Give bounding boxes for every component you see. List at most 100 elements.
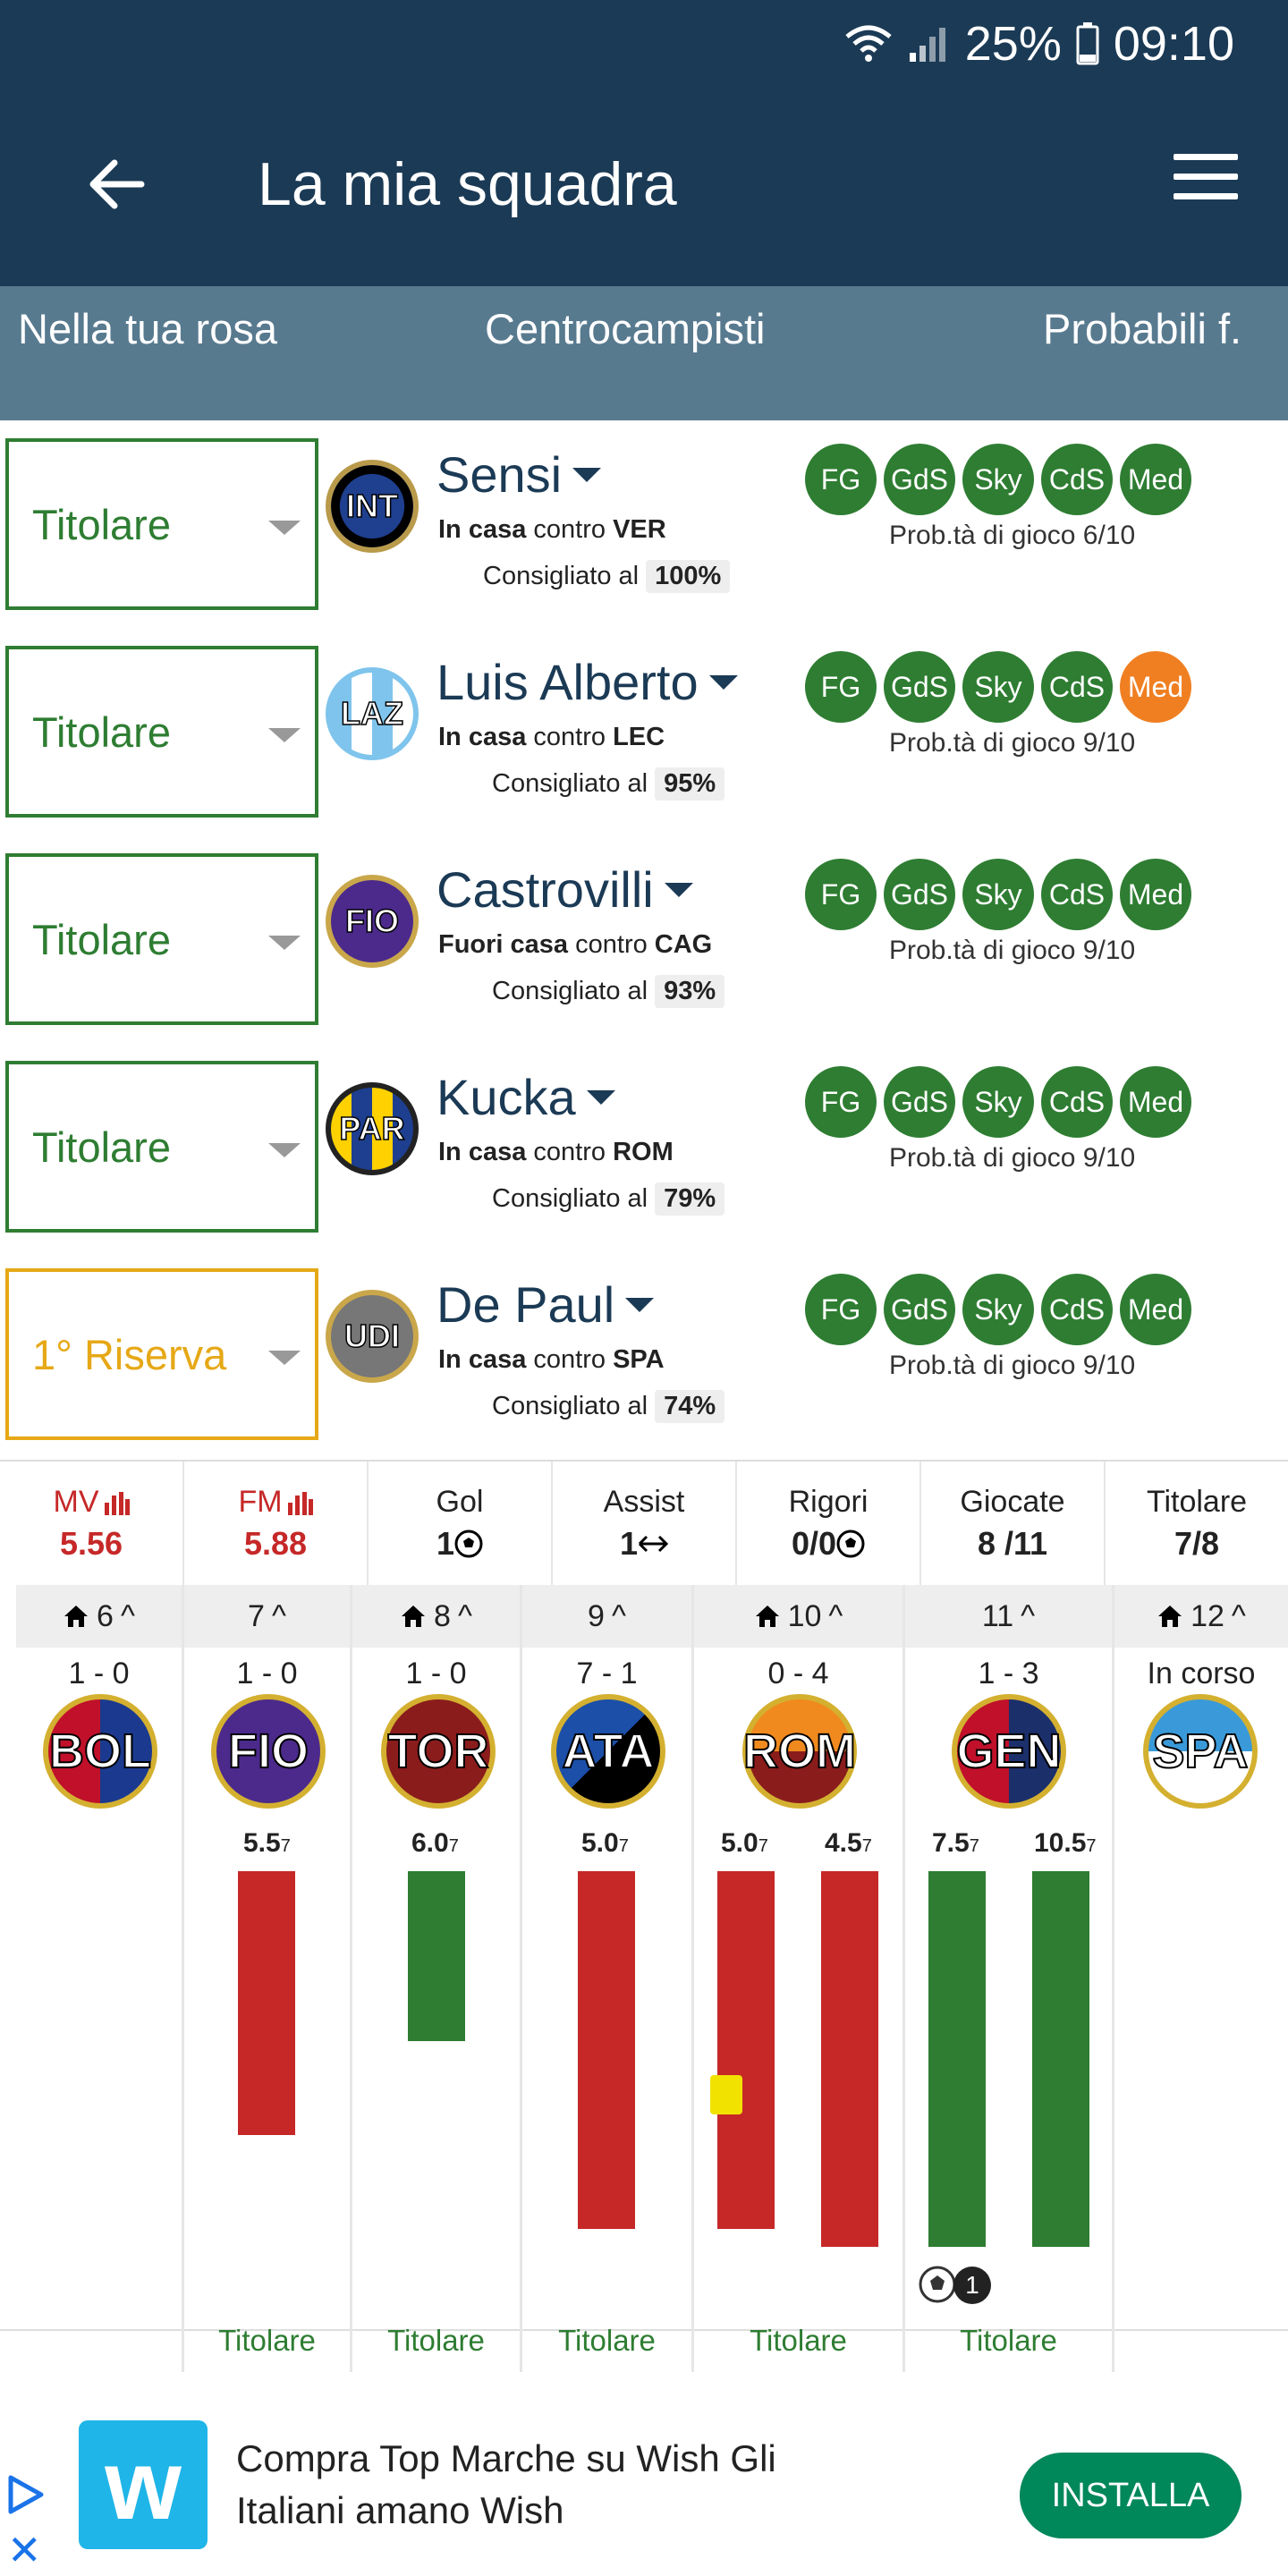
player-row[interactable]: Titolare PAR Kucka In casa contro ROM Co… — [0, 1048, 1288, 1256]
recommendation: Consigliato al 95% — [492, 767, 725, 801]
player-row[interactable]: Titolare LAZ Luis Alberto In casa contro… — [0, 633, 1288, 841]
source-badge[interactable]: FG — [805, 1274, 877, 1345]
match-column[interactable]: 12 ^ In corso SPA — [1114, 1585, 1288, 2372]
match-status: Titolare — [558, 2324, 656, 2357]
player-name[interactable]: De Paul — [436, 1275, 655, 1334]
opponent-logo: ROM — [742, 1694, 857, 1809]
ad-banner[interactable]: ✕ w Compra Top Marche su Wish Gli Italia… — [0, 2415, 1288, 2576]
source-badge[interactable]: Sky — [962, 651, 1034, 723]
chevron-up-icon: ^ — [1021, 1598, 1036, 1633]
close-icon[interactable]: ✕ — [7, 2527, 42, 2573]
match-info: In casa contro VER — [438, 515, 666, 544]
recommendation: Consigliato al 79% — [492, 1182, 725, 1216]
match-score: 1 - 0 — [405, 1657, 467, 1690]
player-row[interactable]: 1° Riserva UDI De Paul In casa contro SP… — [0, 1256, 1288, 1463]
source-badge[interactable]: Med — [1120, 859, 1191, 930]
play-probability: Prob.tà di gioco 9/10 — [889, 936, 1136, 965]
source-badge[interactable]: CdS — [1041, 1274, 1113, 1345]
source-badge[interactable]: Sky — [962, 1274, 1034, 1345]
opponent-logo: SPA — [1143, 1694, 1258, 1809]
vote-bar — [238, 1871, 295, 2135]
matchday-header: 8 ^ — [352, 1585, 520, 1648]
play-probability: Prob.tà di gioco 6/10 — [889, 521, 1136, 550]
role-select[interactable]: 1° Riserva — [5, 1268, 318, 1440]
hamburger-icon — [1174, 154, 1238, 160]
stat-mv[interactable]: MV 5.56 — [0, 1462, 184, 1585]
home-icon — [402, 1606, 426, 1627]
match-column[interactable]: 7 ^ 1 - 0 FIO 5.57 Titolare — [184, 1585, 352, 2372]
dropdown-caret-icon — [664, 882, 693, 897]
source-badge[interactable]: CdS — [1041, 859, 1113, 930]
source-badge[interactable]: Sky — [962, 859, 1034, 930]
app-bar: La mia squadra — [0, 86, 1288, 286]
install-button[interactable]: INSTALLA — [1020, 2453, 1241, 2538]
role-select[interactable]: Titolare — [5, 438, 318, 610]
match-column[interactable]: 9 ^ 7 - 1 ATA 5.07 Titolare — [522, 1585, 694, 2372]
source-badge[interactable]: GdS — [884, 859, 955, 930]
source-badge[interactable]: FG — [805, 651, 877, 723]
match-column[interactable]: 10 ^ 0 - 4 ROM 5.07 4.57 Titolare — [694, 1585, 905, 2372]
home-icon — [1158, 1606, 1182, 1627]
match-info: In casa contro SPA — [438, 1345, 665, 1374]
role-select[interactable]: Titolare — [5, 1061, 318, 1233]
back-button[interactable] — [80, 148, 152, 220]
home-icon — [755, 1606, 779, 1627]
filter-bar: Nella tua rosa Centrocampisti Probabili … — [0, 286, 1288, 420]
match-column[interactable]: 8 ^ 1 - 0 TOR 6.07 Titolare — [352, 1585, 522, 2372]
source-badge[interactable]: GdS — [884, 1274, 955, 1345]
dropdown-caret-icon — [708, 674, 738, 690]
filter-ruolo[interactable]: Centrocampisti — [485, 305, 766, 352]
player-row[interactable]: Titolare INT Sensi In casa contro VER Co… — [0, 426, 1288, 633]
role-select[interactable]: Titolare — [5, 853, 318, 1025]
player-name[interactable]: Sensi — [436, 445, 602, 504]
vote-bar — [408, 1871, 465, 2041]
divider — [0, 2329, 1288, 2331]
menu-button[interactable] — [1174, 154, 1238, 208]
dropdown-caret-icon — [268, 1351, 301, 1365]
source-badge[interactable]: CdS — [1041, 1066, 1113, 1138]
status-bar: 25% 09:10 — [0, 0, 1288, 86]
match-score: 7 - 1 — [576, 1657, 638, 1690]
source-badge[interactable]: Med — [1120, 651, 1191, 723]
wifi-icon — [845, 25, 892, 62]
source-badge[interactable]: Med — [1120, 1066, 1191, 1138]
match-status: Titolare — [960, 2324, 1057, 2357]
source-badge[interactable]: FG — [805, 444, 877, 515]
source-badge[interactable]: Med — [1120, 444, 1191, 515]
match-column[interactable]: 6 ^ 1 - 0 BOL — [16, 1585, 184, 2372]
source-badge[interactable]: FG — [805, 859, 877, 930]
chevron-up-icon: ^ — [271, 1598, 286, 1633]
source-badge[interactable]: CdS — [1041, 651, 1113, 723]
stat-assist: Assist 1 — [553, 1462, 737, 1585]
source-badge[interactable]: GdS — [884, 1066, 955, 1138]
source-badge[interactable]: FG — [805, 1066, 877, 1138]
matchday-header: 12 ^ — [1114, 1585, 1288, 1648]
source-badge[interactable]: Sky — [962, 444, 1034, 515]
play-probability: Prob.tà di gioco 9/10 — [889, 1351, 1136, 1380]
match-column[interactable]: 11 ^ 1 - 3 GEN 7.57 10.57 1 Titolare — [905, 1585, 1114, 2372]
team-logo: UDI — [326, 1290, 419, 1383]
assist-icon — [638, 1535, 669, 1553]
filter-rosa[interactable]: Nella tua rosa — [18, 305, 277, 352]
source-badge[interactable]: GdS — [884, 444, 955, 515]
source-badge[interactable]: GdS — [884, 651, 955, 723]
dropdown-caret-icon — [268, 1143, 301, 1157]
bar-chart-icon — [287, 1492, 313, 1516]
match-score: 1 - 0 — [68, 1657, 130, 1690]
opponent-logo: BOL — [43, 1694, 157, 1809]
adchoices-icon[interactable] — [4, 2472, 48, 2517]
filter-probabili[interactable]: Probabili f. — [1043, 305, 1242, 352]
source-badge[interactable]: Sky — [962, 1066, 1034, 1138]
match-info: In casa contro ROM — [438, 1138, 674, 1166]
vote-bar — [1032, 1871, 1089, 2247]
vote-bar — [928, 1871, 986, 2247]
player-name[interactable]: Kucka — [436, 1068, 615, 1126]
source-badge[interactable]: CdS — [1041, 444, 1113, 515]
stat-fm[interactable]: FM 5.88 — [184, 1462, 369, 1585]
player-row[interactable]: Titolare FIO Castrovilli Fuori casa cont… — [0, 841, 1288, 1048]
role-select[interactable]: Titolare — [5, 646, 318, 818]
source-badge[interactable]: Med — [1120, 1274, 1191, 1345]
player-name[interactable]: Castrovilli — [436, 860, 693, 919]
player-name[interactable]: Luis Alberto — [436, 653, 738, 711]
ball-icon — [836, 1530, 865, 1558]
